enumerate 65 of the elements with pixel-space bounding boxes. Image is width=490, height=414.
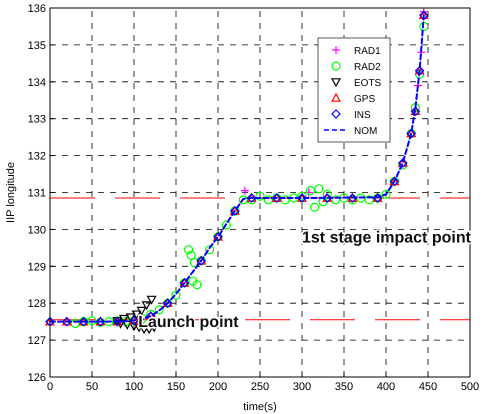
x-tick-label: 300 (292, 381, 312, 393)
point (314, 184, 324, 194)
x-tick-label: 250 (250, 381, 270, 393)
legend-label: RAD2 (354, 62, 382, 73)
y-tick-label: 129 (28, 261, 46, 274)
point (104, 317, 114, 326)
point (142, 301, 152, 310)
point (186, 250, 196, 260)
y-tick-label: 126 (28, 372, 46, 384)
x-tick-label: 450 (418, 381, 438, 393)
legend-label: GPS (354, 94, 376, 105)
point (255, 192, 265, 201)
point (318, 197, 328, 206)
x-axis-title: time(s) (243, 401, 277, 413)
point (289, 193, 298, 203)
legend-label: NOM (354, 126, 378, 137)
point (154, 305, 164, 314)
legend-label: EOTS (354, 78, 382, 89)
point (222, 220, 231, 230)
point (381, 190, 391, 199)
legend-label: RAD1 (354, 46, 382, 57)
point (356, 193, 366, 203)
x-tick-label: 50 (86, 381, 98, 393)
point (280, 195, 290, 204)
legend-label: INS (354, 110, 371, 121)
point (322, 190, 332, 199)
x-tick-label: 400 (376, 381, 396, 393)
y-tick-label: 128 (28, 298, 46, 310)
point (70, 318, 80, 328)
point (419, 22, 428, 32)
y-tick-label: 135 (28, 40, 46, 52)
y-tick-label: 132 (28, 150, 46, 163)
x-tick-label: 150 (166, 381, 186, 393)
y-tick-label: 130 (28, 224, 46, 236)
point (192, 280, 202, 290)
point (310, 202, 320, 212)
x-tick-label: 0 (46, 381, 54, 393)
point (205, 245, 214, 254)
point (121, 317, 130, 326)
point (171, 290, 181, 300)
x-tick-label: 500 (460, 381, 480, 393)
point (264, 195, 273, 204)
x-tick-label: 100 (124, 381, 144, 393)
point (339, 193, 349, 203)
y-axis-title: IIP longitude (5, 162, 17, 223)
point (129, 322, 139, 331)
y-tick-label: 136 (28, 3, 46, 15)
point (410, 103, 420, 112)
y-tick-label: 133 (28, 114, 46, 126)
point (364, 195, 374, 204)
point (184, 245, 194, 254)
point (119, 314, 129, 324)
point (238, 195, 248, 204)
point (87, 316, 97, 326)
point (147, 296, 156, 304)
y-tick-label: 131 (28, 188, 46, 200)
point (188, 276, 198, 286)
x-tick-label: 200 (208, 381, 228, 393)
point (415, 70, 424, 80)
point (240, 186, 250, 196)
y-tick-label: 127 (28, 335, 46, 348)
x-tick-label: 350 (334, 381, 354, 393)
point (136, 306, 146, 316)
point (331, 195, 340, 204)
y-tick-label: 134 (28, 76, 46, 89)
